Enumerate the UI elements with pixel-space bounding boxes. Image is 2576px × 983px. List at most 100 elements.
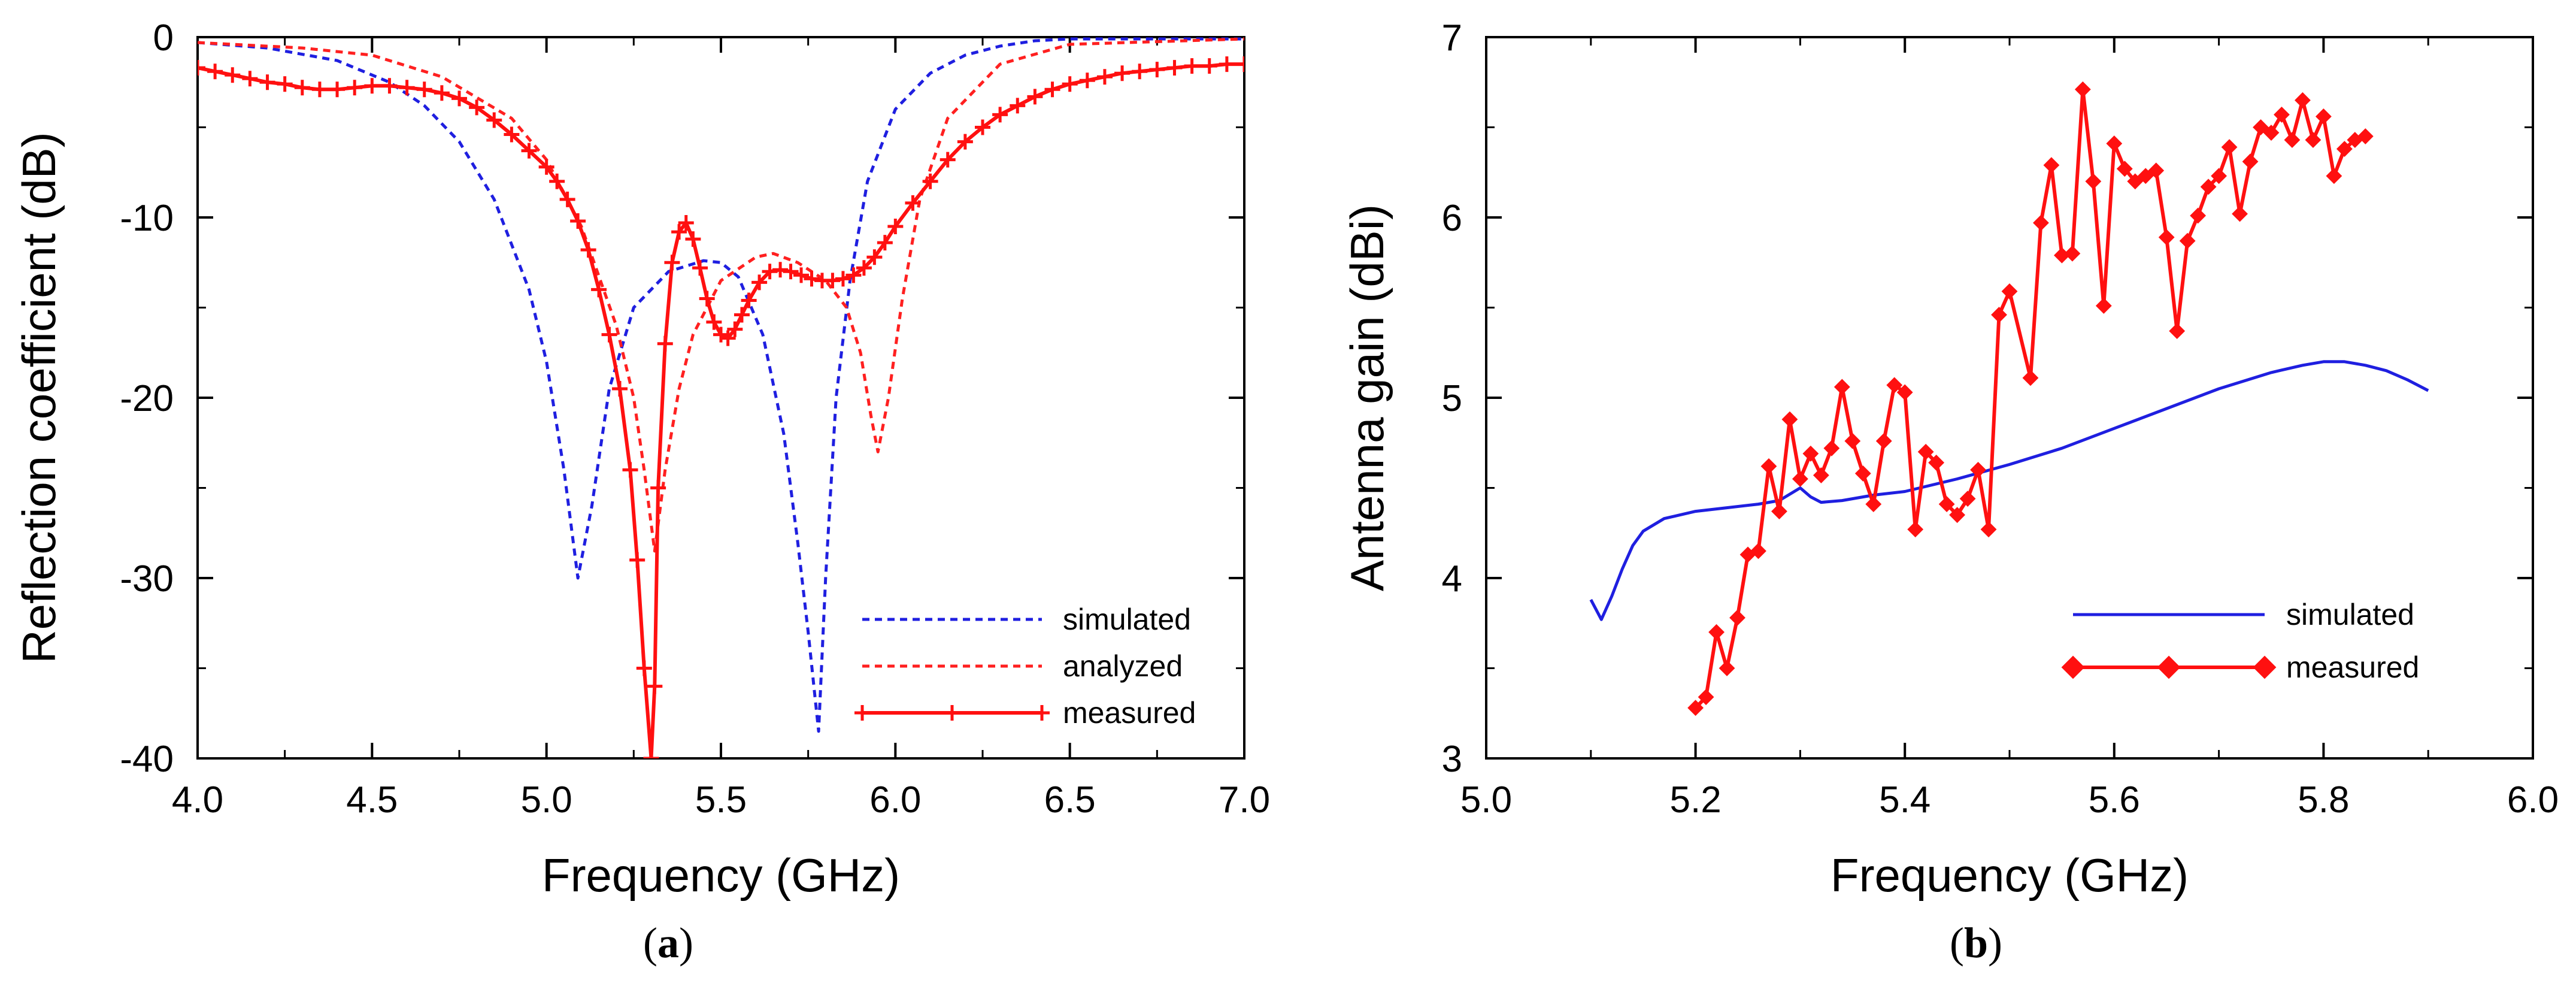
series-b-measured-marker-59 xyxy=(2315,108,2332,125)
series-b-measured-marker-53 xyxy=(2253,119,2269,135)
series-b-measured-marker-39 xyxy=(2106,135,2123,152)
series-b-measured-marker-10 xyxy=(1792,471,1808,487)
series-b-measured-marker-43 xyxy=(2148,162,2165,179)
series-b-measured-marker-22 xyxy=(1917,443,1934,460)
series-a-measured-marker-6 xyxy=(294,80,310,96)
series-b-measured-marker-37 xyxy=(2085,173,2102,190)
series-a-measured-marker-62 xyxy=(922,173,938,189)
series-b-measured-marker-50 xyxy=(2221,139,2238,156)
series-a-measured-marker-67 xyxy=(1010,98,1026,114)
series-b-measured-marker-0 xyxy=(1687,700,1704,716)
series-a-measured-marker-22 xyxy=(559,191,575,207)
panel-label-b-close: ) xyxy=(1988,919,2002,967)
series-b-measured-marker-7 xyxy=(1760,458,1777,474)
series-b-measured-marker-30 xyxy=(2001,283,2018,300)
series-b-measured-marker-36 xyxy=(2074,81,2091,98)
series-a-measured-marker-37 xyxy=(678,215,694,231)
series-a-measured-marker-16 xyxy=(469,99,485,116)
panel-label-b-letter: b xyxy=(1964,919,1988,967)
series-a-measured-marker-65 xyxy=(975,119,990,135)
series-a-simulated-line xyxy=(198,37,1244,733)
panel-label-b: (b) xyxy=(1950,919,2002,967)
legend-b: simulated measured xyxy=(2061,598,2419,684)
series-a-measured-marker-39 xyxy=(692,260,708,276)
y-tick-label-a-1: -10 xyxy=(120,198,174,239)
series-b-measured-marker-25 xyxy=(1949,507,1966,524)
series-a-measured-marker-73 xyxy=(1114,65,1131,81)
series-a-measured-marker-21 xyxy=(549,173,565,189)
panel-label-b-open: ( xyxy=(1950,919,1964,967)
series-a-measured-marker-35 xyxy=(664,255,680,271)
series-a-measured-marker-19 xyxy=(521,143,537,159)
x-tick-label-b-0: 5.0 xyxy=(1460,779,1512,821)
series-b-measured-marker-60 xyxy=(2326,168,2342,184)
series-a-measured-marker-61 xyxy=(905,195,921,211)
x-tick-label-b-5: 6.0 xyxy=(2507,779,2559,821)
x-tick-label-a-6: 7.0 xyxy=(1219,779,1270,821)
y-tick-label-b-1: 4 xyxy=(1442,558,1462,600)
series-a-measured-marker-66 xyxy=(992,107,1008,123)
series-b-measured-marker-23 xyxy=(1928,454,1945,471)
series-a-measured-marker-3 xyxy=(242,71,258,87)
series-b-measured-line xyxy=(1694,87,2366,709)
panel-label-a: (a) xyxy=(643,919,693,967)
x-tick-label-a-2: 5.0 xyxy=(521,779,572,821)
series-a-measured-marker-23 xyxy=(570,213,586,229)
series-b-measured-marker-29 xyxy=(1991,307,2007,323)
x-tick-label-b-3: 5.6 xyxy=(2089,779,2140,821)
series-a-measured-marker-12 xyxy=(399,80,415,96)
legend-a-analyzed-label: analyzed xyxy=(1063,649,1183,683)
series-b-measured-marker-27 xyxy=(1970,461,1986,478)
series-a-measured-marker-30 xyxy=(636,660,652,676)
series-a-measured-marker-77 xyxy=(1184,58,1200,74)
series-a-measured-marker-70 xyxy=(1062,76,1078,92)
panel-a-reflection-chart: 4.0 4.5 5.0 5.5 6.0 6.5 7.0 0 -10 -20 -30 -40 simul… xyxy=(13,17,1270,967)
series-b-measured-marker-55 xyxy=(2274,107,2290,123)
series-a-measured-marker-69 xyxy=(1044,81,1060,98)
legend-a-measured-marker-0 xyxy=(854,705,870,721)
series-a-measured-marker-7 xyxy=(311,81,328,98)
series-b-measured-marker-33 xyxy=(2043,157,2060,174)
series-a-measured-marker-68 xyxy=(1027,89,1043,105)
legend-b-measured-marker-1 xyxy=(2157,655,2181,679)
panel-b-gain-chart: 5.0 5.2 5.4 5.6 5.8 6.0 3 4 5 6 7 simulated measure… xyxy=(1341,17,2559,967)
series-a-measured-marker-47 xyxy=(751,274,768,291)
series-a-measured-marker-74 xyxy=(1132,63,1148,80)
legend-a-measured-label: measured xyxy=(1063,696,1196,730)
series-a-measured-marker-48 xyxy=(762,264,778,280)
legend-b-measured-marker-0 xyxy=(2061,655,2085,679)
series-a-measured-marker-49 xyxy=(772,262,789,278)
legend-b-simulated-label: simulated xyxy=(2286,598,2414,631)
series-b-measured-marker-16 xyxy=(1854,465,1871,482)
series-a-measured-marker-24 xyxy=(580,242,596,258)
x-tick-label-a-5: 6.5 xyxy=(1044,779,1096,821)
series-b-measured-marker-32 xyxy=(2033,214,2049,231)
x-tick-label-a-3: 5.5 xyxy=(695,779,747,821)
series-b-measured-marker-63 xyxy=(2357,128,2374,144)
series-b-measured-marker-8 xyxy=(1771,503,1787,520)
series-a-measured-marker-10 xyxy=(364,78,380,94)
series-b-measured-marker-40 xyxy=(2116,161,2133,177)
series-b-measured-marker-52 xyxy=(2242,153,2259,170)
x-tick-label-b-1: 5.2 xyxy=(1669,779,1721,821)
series-a-measured-marker-36 xyxy=(671,224,687,240)
series-a-measured-marker-80 xyxy=(1237,56,1244,72)
series-a-measured-marker-11 xyxy=(381,78,398,94)
series-b-measured-marker-12 xyxy=(1813,467,1829,483)
y-tick-label-a-2: -20 xyxy=(120,378,174,419)
series-b-measured-marker-41 xyxy=(2127,173,2144,190)
panel-label-a-open: ( xyxy=(643,919,657,967)
x-axis-label-a: Frequency (GHz) xyxy=(542,849,900,902)
series-a-measured-marker-45 xyxy=(734,307,750,323)
series-a-measured-marker-18 xyxy=(504,126,520,143)
series-b-measured-marker-14 xyxy=(1833,379,1850,395)
series-a-measured-marker-17 xyxy=(486,112,502,128)
series-a-analyzed-line xyxy=(198,37,1244,553)
series-b-measured-marker-51 xyxy=(2232,205,2248,222)
y-tick-label-a-3: -30 xyxy=(120,558,174,600)
series-a-measured-marker-54 xyxy=(825,273,841,289)
axis-ticks-b: 5.0 5.2 5.4 5.6 5.8 6.0 3 4 5 6 7 xyxy=(1442,17,2559,821)
series-a-measured-marker-8 xyxy=(329,81,346,98)
series-b-measured-marker-13 xyxy=(1823,440,1840,456)
